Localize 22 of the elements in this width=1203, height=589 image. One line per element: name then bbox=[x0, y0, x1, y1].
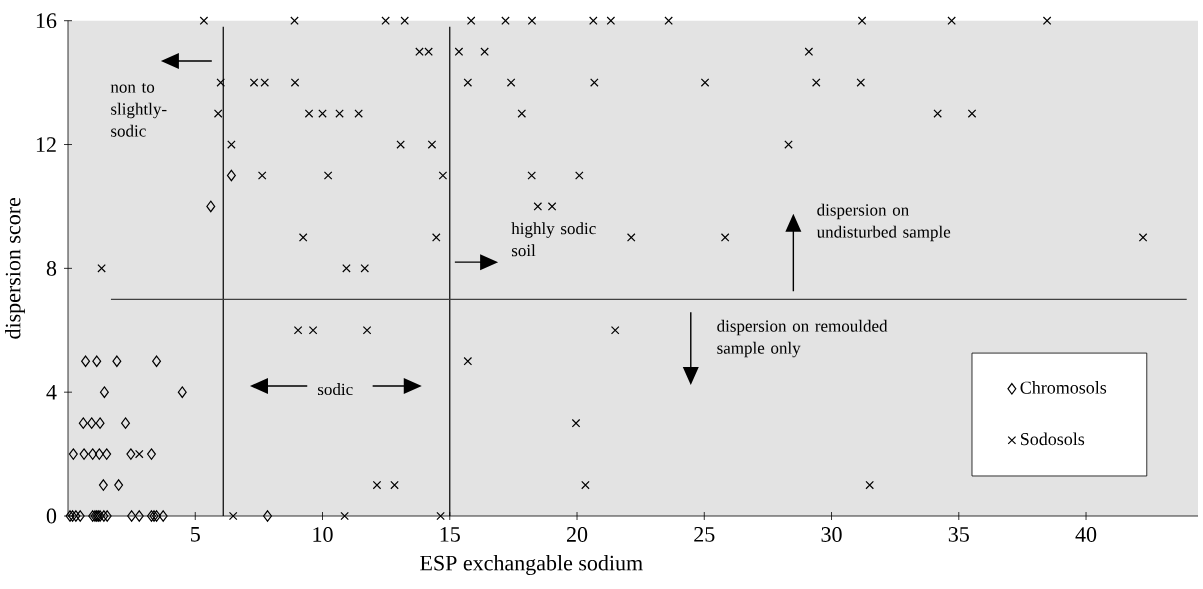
x-tick-label: 5 bbox=[191, 527, 200, 542]
x-tick-label: 15 bbox=[440, 527, 460, 542]
y-tick-label: 8 bbox=[46, 260, 57, 276]
annotation: highly sodic soil bbox=[511, 222, 596, 257]
y-axis-title: dispersion score bbox=[5, 197, 25, 339]
legend-label: Sodosols bbox=[1020, 432, 1085, 446]
y-tick-label: 16 bbox=[36, 13, 57, 29]
legend-label: Chromosols bbox=[1020, 381, 1107, 394]
annotation: non to slightly-sodic bbox=[110, 83, 167, 137]
annotation: dispersion on remoulded sample only bbox=[717, 319, 888, 358]
x-tick-label: 25 bbox=[694, 527, 715, 542]
y-tick-label: 12 bbox=[36, 137, 56, 152]
y-tick-label: 4 bbox=[46, 384, 57, 400]
annotation: dispersion on undisturbed sample bbox=[816, 203, 951, 242]
x-tick-label: 30 bbox=[821, 527, 842, 542]
x-tick-label: 10 bbox=[313, 527, 333, 542]
x-tick-label: 35 bbox=[948, 527, 969, 542]
y-tick-label: 0 bbox=[46, 508, 57, 524]
x-tick-label: 40 bbox=[1075, 527, 1097, 542]
annotation: sodic bbox=[317, 383, 353, 396]
x-tick-label: 20 bbox=[566, 527, 588, 542]
x-axis-title: ESP exchangable sodium bbox=[420, 555, 643, 576]
